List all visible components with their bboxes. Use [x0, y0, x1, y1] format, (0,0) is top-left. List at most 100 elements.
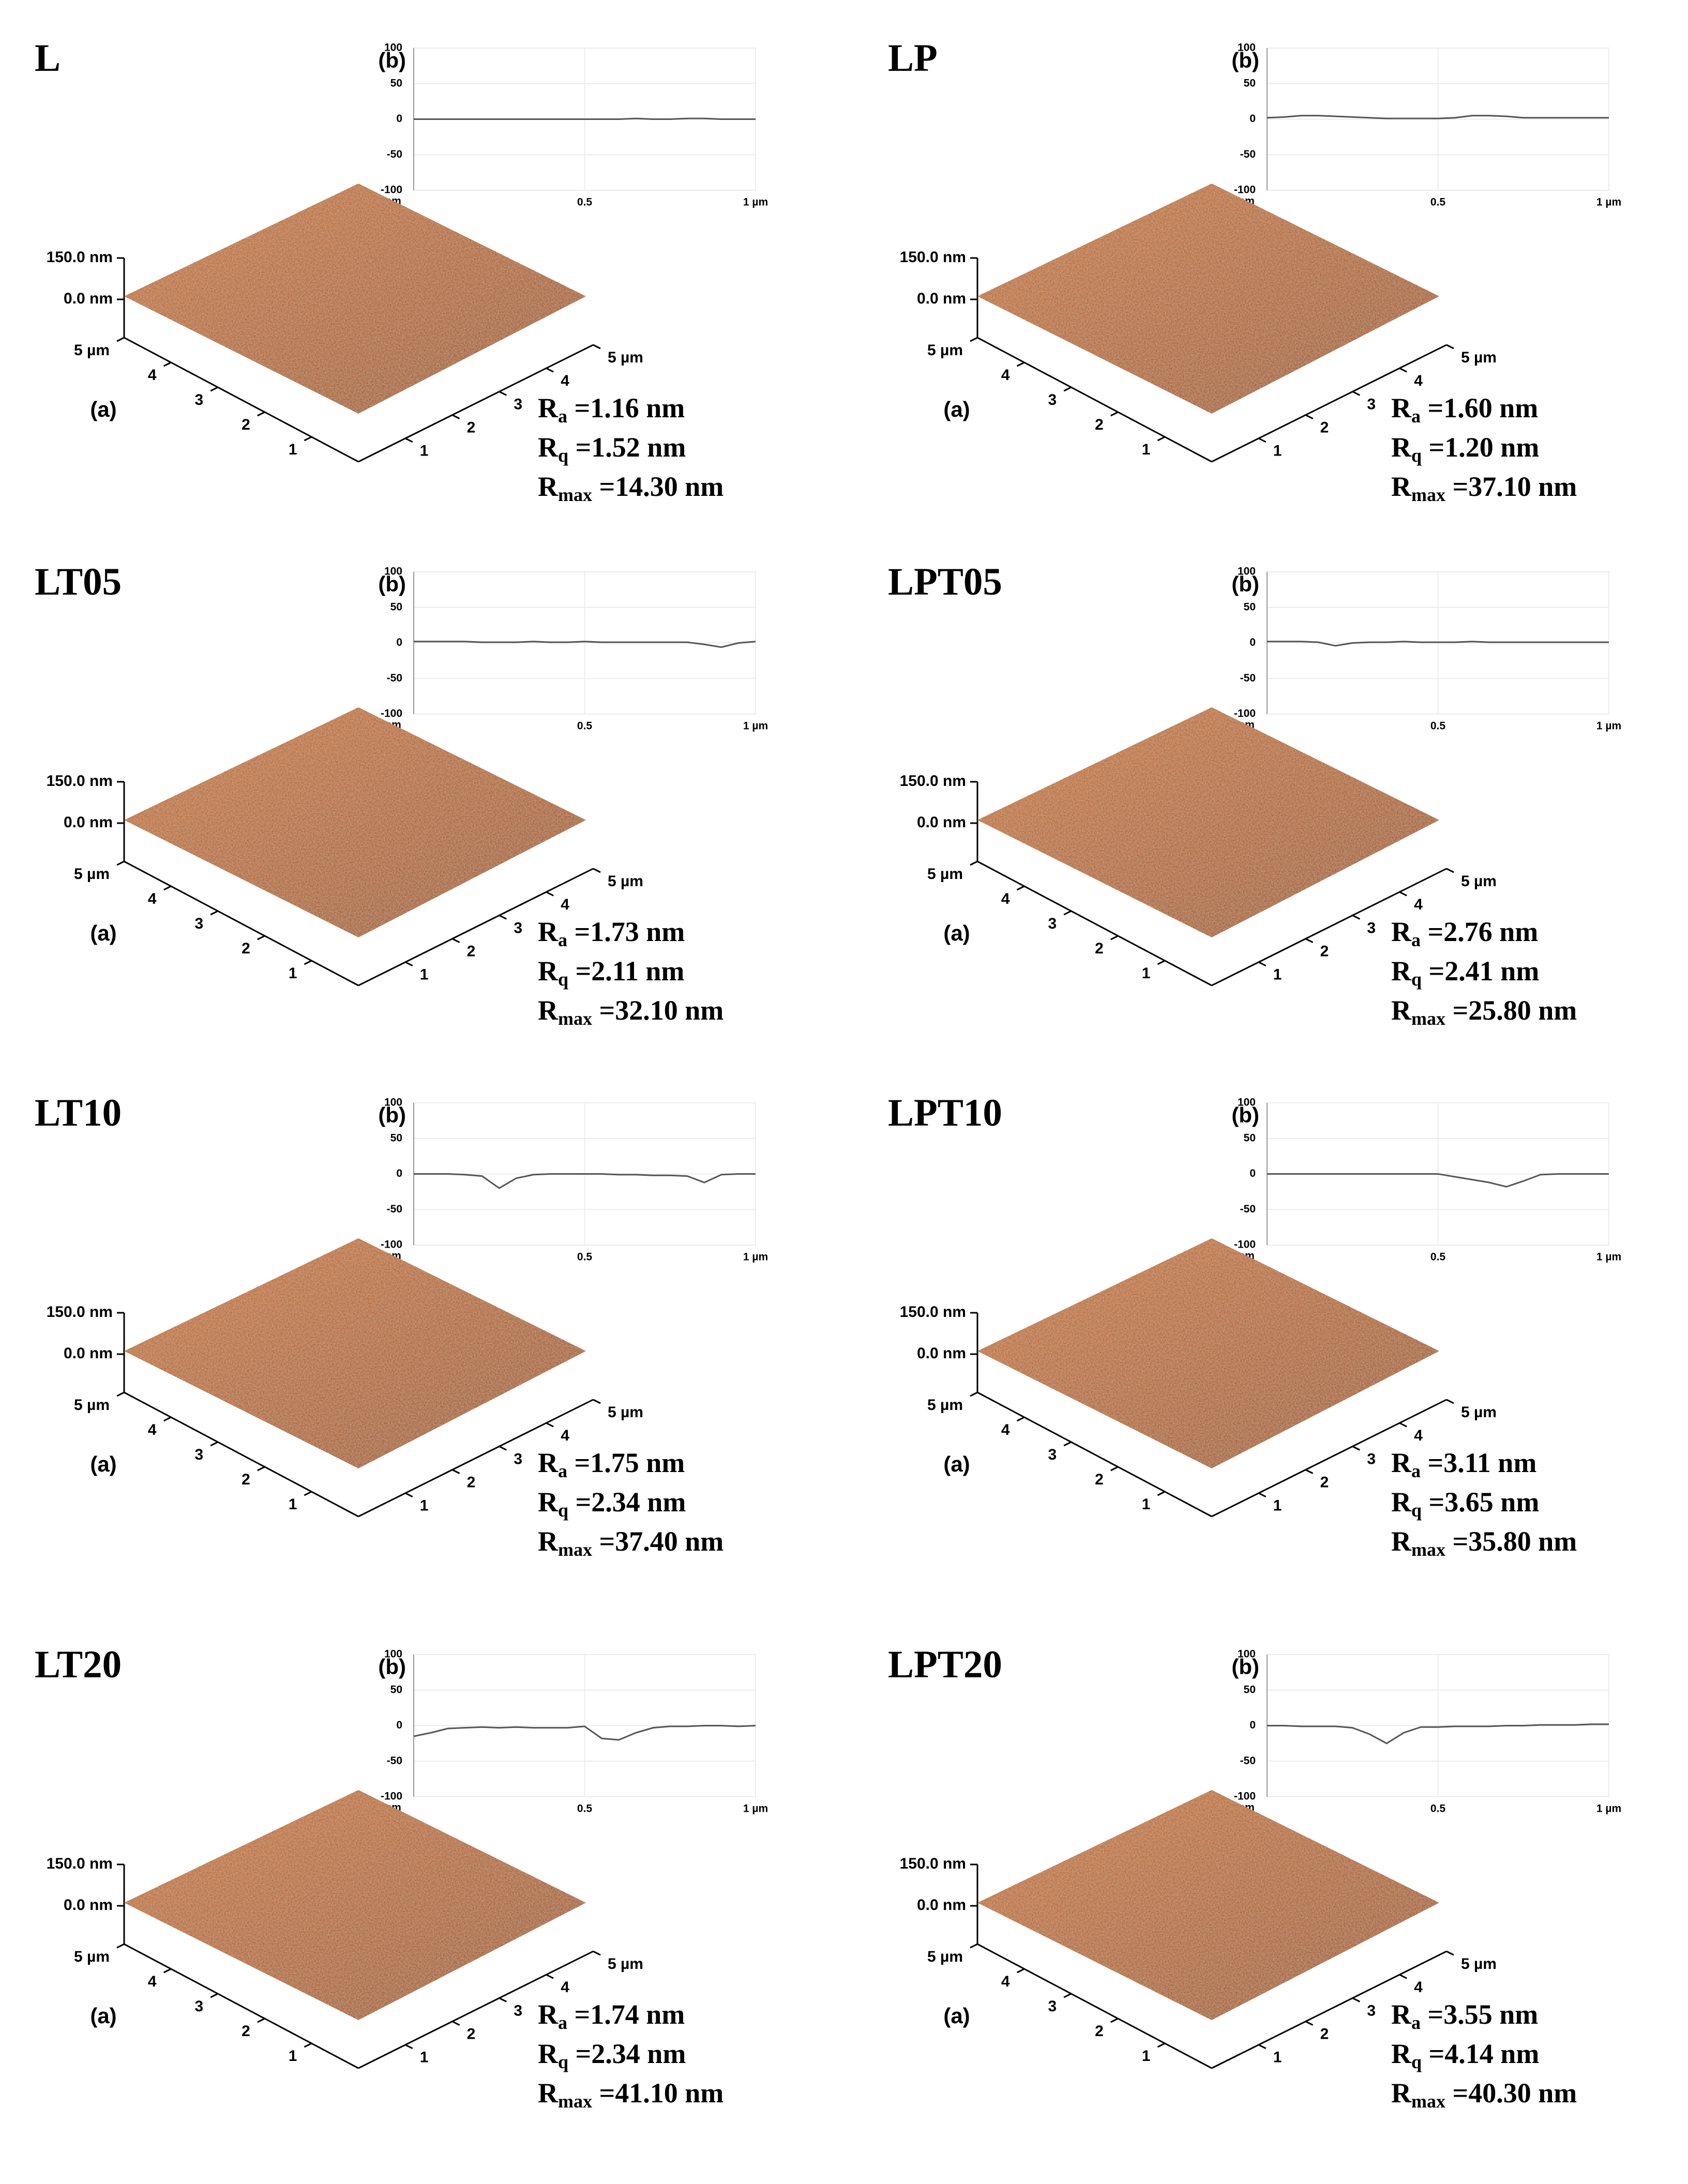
- roughness-subscript: max: [558, 1539, 592, 1560]
- y-tick-label: 50: [390, 1132, 402, 1144]
- surface-tick-label: 5 µm: [1461, 1404, 1497, 1421]
- surface-tick-label: 2: [1320, 419, 1329, 436]
- x-tick-label: 1 µm: [743, 720, 768, 732]
- roughness-symbol: R: [1391, 471, 1412, 502]
- roughness-symbol: R: [1391, 1447, 1412, 1478]
- surface-tick: [1258, 1492, 1267, 1498]
- surface-tick: [116, 1391, 125, 1397]
- surface-tick-label: 4: [561, 372, 569, 389]
- base-edge: [1211, 344, 1447, 463]
- surface-tick: [1446, 1399, 1454, 1404]
- surface-tick: [1110, 411, 1119, 417]
- profile-line: [414, 641, 756, 648]
- surface-tick: [1063, 1993, 1072, 1998]
- surface-tick-label: 3: [514, 2002, 522, 2019]
- surface-tick-label: 5 µm: [1461, 1955, 1497, 1973]
- roughness-text: =32.10 nm: [592, 995, 724, 1026]
- y-tick-label: 100: [1238, 42, 1256, 54]
- surface-tick-label: 3: [1367, 2002, 1376, 2019]
- y-tick-label: 50: [390, 1684, 402, 1695]
- surface-tick: [1016, 885, 1025, 891]
- surface-tick: [210, 1993, 218, 1998]
- roughness-subscript: a: [558, 930, 567, 950]
- surface-tick-label: 5 µm: [927, 1948, 963, 1965]
- surface-tick: [1016, 361, 1025, 367]
- z-tick-label: 0.0 nm: [64, 290, 113, 307]
- y-tick-label: 100: [1238, 1648, 1256, 1660]
- surface-tick-label: 2: [1320, 1474, 1329, 1491]
- z-tick-label: 0.0 nm: [64, 1345, 113, 1362]
- x-tick-label: 1 µm: [1596, 720, 1621, 732]
- roughness-symbol: R: [538, 995, 559, 1026]
- surface-tick-label: 3: [1367, 396, 1376, 413]
- surface-tick: [405, 961, 413, 967]
- surface-tick-label: 4: [1414, 372, 1423, 389]
- sample-title: L: [35, 37, 61, 80]
- y-tick-label: -50: [387, 148, 402, 160]
- roughness-value: Ra =3.55 nm: [1391, 1999, 1538, 2033]
- surface-tick-label: 2: [1095, 416, 1104, 433]
- surface-tick-label: 2: [1320, 2026, 1329, 2043]
- surface-tick-label: 1: [1142, 965, 1151, 982]
- roughness-subscript: a: [558, 406, 567, 427]
- z-tick-label: 0.0 nm: [64, 1897, 113, 1914]
- surface-tick: [451, 2021, 460, 2026]
- y-tick-label: 0: [396, 636, 402, 648]
- base-edge: [358, 1950, 594, 2069]
- surface-tick: [116, 337, 125, 342]
- roughness-symbol: R: [1391, 956, 1412, 987]
- roughness-symbol: R: [538, 2077, 559, 2109]
- surface-tick-label: 3: [1048, 1446, 1057, 1463]
- surface-tick: [451, 414, 460, 419]
- roughness-subscript: q: [1411, 969, 1422, 990]
- roughness-value: Ra =1.74 nm: [538, 1999, 685, 2033]
- roughness-value: Rmax =40.30 nm: [1391, 2077, 1577, 2112]
- surface-tick: [163, 885, 172, 891]
- surface-tick-label: 5 µm: [74, 1397, 110, 1414]
- roughness-text: =1.52 nm: [568, 432, 686, 463]
- z-tick-label: 150.0 nm: [47, 772, 113, 790]
- afm-surface: [124, 707, 586, 937]
- y-tick-label: -50: [1240, 672, 1256, 684]
- roughness-value: Ra =2.76 nm: [1391, 916, 1538, 950]
- roughness-value: Rq =4.14 nm: [1391, 2038, 1539, 2072]
- surface-tick-label: 3: [195, 1998, 204, 2015]
- roughness-value: Ra =3.11 nm: [1391, 1447, 1536, 1481]
- surface-tick-label: 5 µm: [74, 342, 110, 359]
- roughness-symbol: R: [1391, 995, 1412, 1026]
- profile-line: [1267, 641, 1609, 647]
- base-edge: [1211, 1399, 1447, 1518]
- z-tick-label: 150.0 nm: [900, 1855, 966, 1872]
- roughness-text: =1.75 nm: [567, 1447, 685, 1478]
- roughness-subscript: q: [558, 969, 568, 990]
- surface-tick-label: 3: [1048, 915, 1057, 932]
- surface-tick-label: 5 µm: [927, 866, 963, 883]
- surface-tick-label: 1: [289, 965, 297, 982]
- surface-tick: [970, 337, 978, 342]
- surface-tick-label: 5 µm: [608, 1404, 643, 1421]
- surface-tick-label: 4: [561, 1427, 569, 1444]
- surface-tick-label: 1: [289, 1496, 297, 1513]
- roughness-subscript: q: [1411, 2052, 1422, 2072]
- roughness-symbol: R: [1391, 2038, 1412, 2069]
- surface-tick: [1399, 1974, 1407, 1979]
- roughness-symbol: R: [538, 1447, 559, 1478]
- roughness-text: =25.80 nm: [1445, 995, 1577, 1026]
- surface-tick: [210, 386, 218, 392]
- roughness-text: =2.34 nm: [568, 1487, 686, 1518]
- z-tick-label: 150.0 nm: [900, 1303, 966, 1321]
- surface-tick: [499, 1446, 507, 1451]
- surface-tick: [304, 960, 312, 965]
- surface-tick: [304, 1491, 312, 1496]
- roughness-value: Rq =2.41 nm: [1391, 956, 1539, 990]
- y-tick-label: 0: [1249, 1719, 1256, 1731]
- surface-tick-label: 5 µm: [608, 873, 643, 890]
- y-tick-label: 100: [384, 1648, 402, 1660]
- afm-surface: [977, 1238, 1439, 1468]
- y-tick-label: -100: [1234, 184, 1256, 196]
- surface-tick-label: 4: [148, 1973, 157, 1990]
- surface-tick: [970, 1943, 978, 1949]
